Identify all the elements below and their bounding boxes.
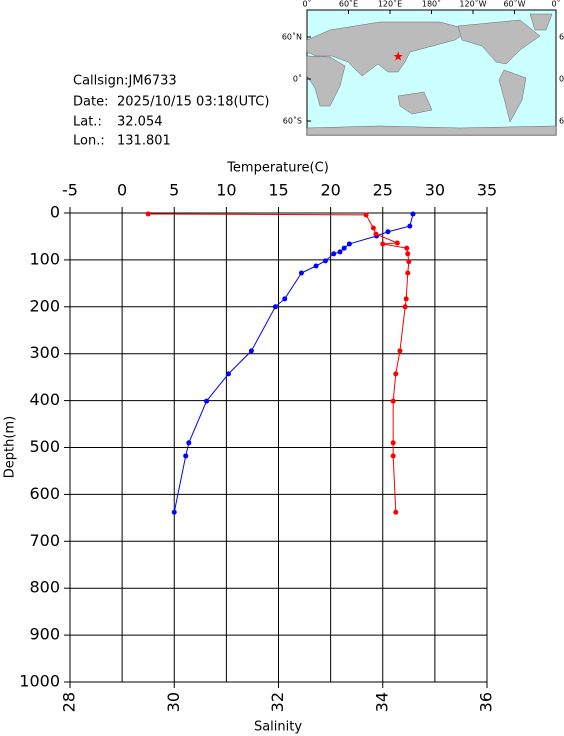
x-tick-label: 30	[164, 692, 183, 712]
profile-point	[282, 296, 288, 302]
x2-tick-label: 30	[425, 181, 445, 200]
y-tick-label: 0	[50, 203, 60, 222]
map-lat-label: 0˚	[293, 74, 302, 84]
y-tick-label: 400	[29, 390, 60, 409]
map-lon-label: 120˚E	[378, 0, 402, 9]
x2-tick-label: 5	[169, 181, 179, 200]
lat-label: Lat.:	[73, 115, 102, 130]
profile-point	[405, 270, 411, 276]
x2-tick-label: 20	[320, 181, 340, 200]
map-lon-label: 0˚	[302, 0, 311, 9]
profile-point	[363, 212, 369, 218]
y-axis-label: Depth(m)	[3, 416, 18, 478]
profile-point	[403, 296, 409, 302]
y-tick-label: 600	[29, 484, 60, 503]
profile-line	[173, 213, 414, 513]
lat: 32.054	[117, 115, 163, 130]
lon-label: Lon.:	[73, 134, 105, 149]
profile-point	[346, 241, 352, 247]
map-lat-label-right: 60˚S	[559, 116, 564, 126]
profile-point	[405, 251, 411, 257]
y-tick-label: 300	[29, 343, 60, 362]
map: 0˚ 60˚E 120˚E 180˚ 120˚W 60˚W 0˚ 60˚N 60˚N 0˚ 0˚ 60…	[282, 0, 564, 136]
x2-tick-label: 15	[268, 181, 288, 200]
x-tick-label: 28	[60, 692, 79, 712]
y-tick-label: 1000	[19, 672, 60, 691]
x2-tick-label: 0	[117, 181, 127, 200]
map-lon-label: 60˚W	[503, 0, 525, 9]
x-tick-label: 34	[372, 692, 391, 712]
profile-point	[183, 453, 189, 459]
profile-point	[390, 398, 396, 404]
profile-point	[385, 229, 391, 235]
profile-point	[373, 231, 379, 237]
profile-point	[331, 251, 337, 257]
profile-point	[322, 258, 328, 264]
land	[306, 13, 557, 136]
x-tick-label: 36	[477, 692, 496, 712]
profile-point	[397, 348, 403, 354]
profile-point	[145, 211, 151, 217]
map-lat-label: 60˚N	[282, 32, 302, 42]
x2-tick-label: 25	[373, 181, 393, 200]
x2-tick-label: -5	[62, 181, 78, 200]
x-tick-label: 32	[268, 692, 287, 712]
profile-point	[380, 241, 386, 247]
profile-point	[406, 259, 412, 265]
map-lat-label: 60˚S	[283, 116, 302, 126]
y-tick-label: 700	[29, 531, 60, 550]
profile-point	[225, 371, 231, 377]
profile-point	[248, 348, 254, 354]
y-tick-label: 200	[29, 296, 60, 315]
map-lon-label: 60˚E	[339, 0, 358, 9]
y-tick-label: 900	[29, 625, 60, 644]
x2-tick-label: 35	[477, 181, 497, 200]
x-axis-label: Salinity	[254, 720, 302, 735]
y-tick-label: 500	[29, 437, 60, 456]
profile-point	[298, 270, 304, 276]
profile-point	[410, 211, 416, 217]
map-lon-label: 120˚W	[459, 0, 486, 9]
map-lon-label: 180˚	[422, 0, 441, 9]
profile-point	[337, 249, 343, 255]
info-block: Callsign:JM6733 Date: 2025/10/15 03:18(U…	[73, 74, 269, 149]
map-lat-label-right: 60˚N	[559, 32, 564, 42]
profile-point	[186, 440, 192, 446]
profile-point	[402, 304, 408, 310]
profile-point	[370, 225, 376, 231]
profile-point	[390, 440, 396, 446]
y-tick-label: 100	[29, 249, 60, 268]
profile-point	[407, 223, 413, 229]
y-tick-label: 800	[29, 578, 60, 597]
profile-point	[393, 509, 399, 515]
profile-point	[390, 453, 396, 459]
x2-tick-label: 10	[216, 181, 236, 200]
profile-point	[404, 245, 410, 251]
date-label: Date:	[73, 95, 108, 110]
profile-point	[313, 263, 319, 269]
profile-point	[272, 304, 278, 310]
profile-point	[393, 371, 399, 377]
profile-point	[341, 245, 347, 251]
map-lat-label-right: 0˚	[559, 74, 564, 84]
callsign: Callsign:JM6733	[73, 74, 177, 89]
x2-axis-label: Temperature(C)	[226, 161, 329, 176]
profile-point	[394, 240, 400, 246]
lon: 131.801	[117, 134, 171, 149]
profile-point	[204, 398, 210, 404]
map-lon-label: 0˚	[551, 0, 560, 9]
date: 2025/10/15 03:18(UTC)	[117, 95, 269, 110]
location-marker	[393, 51, 403, 61]
profile-point	[171, 509, 177, 515]
